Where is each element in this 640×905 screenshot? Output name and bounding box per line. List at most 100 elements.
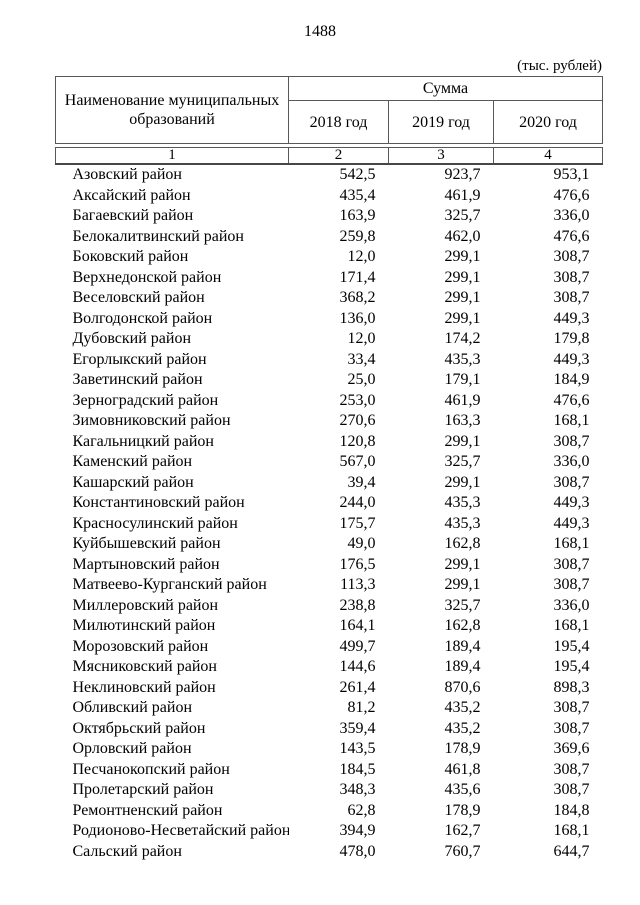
value-2020-cell: 308,7	[553, 268, 590, 286]
district-name-cell: Аксайский район	[72, 186, 191, 204]
district-name-cell: Родионово-Несветайский район	[72, 822, 289, 839]
table-row: Родионово-Несветайский район 394,9 162,7 16…	[56, 821, 603, 842]
value-2019-cell: 299,1	[444, 473, 481, 491]
table-row: Багаевский район 163,9 325,7 336,0	[56, 206, 603, 227]
value-2018-cell: 144,6	[339, 658, 376, 675]
district-name-cell: Матвеево-Курганский район	[72, 576, 267, 593]
value-2020-cell: 179,8	[553, 330, 590, 347]
table-row: Мясниковский район 144,6 189,4 195,4	[56, 657, 603, 678]
value-2018-cell: 136,0	[339, 309, 376, 327]
district-name-cell: Дубовский район	[72, 330, 192, 347]
value-2019-cell: 325,7	[444, 453, 481, 470]
column-number-1: 1	[55, 147, 289, 165]
value-2018-cell: 244,0	[339, 494, 376, 511]
value-2019-cell: 325,7	[444, 596, 481, 614]
header-year-2018: 2018 год	[288, 100, 389, 144]
value-2019-cell: 299,1	[444, 248, 481, 265]
table-row: Орловский район 143,5 178,9 369,6	[56, 739, 603, 760]
district-name-cell: Волгодонской район	[72, 309, 213, 327]
value-2018-cell: 435,4	[339, 186, 376, 204]
value-2019-cell: 299,1	[444, 432, 481, 450]
district-name-cell: Неклиновский район	[72, 678, 216, 696]
district-name-cell: Ремонтненский район	[72, 801, 223, 819]
value-2019-cell: 299,1	[444, 309, 481, 327]
header-row-years: 2018 год 2019 год 2020 год	[56, 100, 603, 144]
district-name-cell: Азовский район	[72, 166, 182, 183]
value-2020-cell: 449,3	[553, 309, 590, 327]
district-name-cell: Мясниковский район	[72, 658, 217, 675]
value-2020-cell: 308,7	[553, 719, 590, 737]
district-name-cell: Веселовский район	[72, 289, 205, 306]
value-2019-cell: 189,4	[444, 658, 481, 675]
value-2020-cell: 476,6	[553, 391, 590, 409]
value-2020-cell: 308,7	[553, 289, 590, 306]
value-2019-cell: 299,1	[444, 268, 481, 286]
table-row: Песчанокопский район 184,5 461,8 308,7	[56, 760, 603, 781]
value-2018-cell: 12,0	[347, 248, 376, 265]
value-2019-cell: 435,3	[444, 494, 481, 511]
value-2018-cell: 81,2	[347, 699, 376, 716]
value-2018-cell: 171,4	[339, 268, 376, 286]
value-2018-cell: 62,8	[347, 801, 376, 819]
district-name-cell: Кагальницкий район	[72, 432, 214, 450]
table-body: Азовский район 542,5 923,7 953,1 Аксайский р…	[56, 164, 603, 862]
table-row: Куйбышевский район 49,0 162,8 168,1	[56, 534, 603, 555]
value-2018-cell: 394,9	[339, 822, 376, 839]
value-2019-cell: 179,1	[444, 371, 481, 388]
district-name-cell: Егорлыкский район	[72, 350, 207, 368]
value-2018-cell: 261,4	[339, 678, 376, 696]
value-2020-cell: 953,1	[553, 166, 590, 183]
value-2020-cell: 369,6	[553, 740, 590, 757]
value-2018-cell: 12,0	[347, 330, 376, 347]
district-name-cell: Морозовский район	[72, 637, 209, 655]
value-2019-cell: 435,2	[444, 719, 481, 737]
value-2019-cell: 462,0	[444, 227, 481, 245]
table-row: Зимовниковский район 270,6 163,3 168,1	[56, 411, 603, 432]
value-2020-cell: 336,0	[553, 453, 590, 470]
value-2019-cell: 299,1	[444, 555, 481, 573]
value-2018-cell: 253,0	[339, 391, 376, 409]
value-2020-cell: 168,1	[553, 822, 590, 839]
value-2019-cell: 923,7	[444, 166, 481, 183]
value-2020-cell: 308,7	[553, 555, 590, 573]
value-2018-cell: 542,5	[339, 166, 376, 183]
district-name-cell: Боковский район	[72, 248, 189, 265]
value-2018-cell: 567,0	[339, 453, 376, 470]
value-2020-cell: 308,7	[553, 760, 590, 778]
value-2019-cell: 435,3	[444, 514, 481, 532]
column-number-2: 2	[288, 147, 389, 165]
value-2018-cell: 368,2	[339, 289, 376, 306]
value-2020-cell: 336,0	[553, 207, 590, 224]
district-name-cell: Пролетарский район	[72, 781, 214, 798]
value-2020-cell: 476,6	[553, 227, 590, 245]
value-2020-cell: 476,6	[553, 186, 590, 204]
budget-table: Наименование муниципальных образований С…	[55, 76, 603, 862]
district-name-cell: Песчанокопский район	[72, 760, 230, 778]
table-row: Красносулинский район 175,7 435,3 449,3	[56, 514, 603, 535]
district-name-cell: Константиновский район	[72, 494, 245, 511]
district-name-cell: Кашарский район	[72, 473, 194, 491]
table-row: Кашарский район 39,4 299,1 308,7	[56, 473, 603, 494]
value-2019-cell: 435,3	[444, 350, 481, 368]
value-2020-cell: 168,1	[553, 412, 590, 429]
header-row-sum: Наименование муниципальных образований С…	[55, 76, 603, 144]
value-2019-cell: 461,9	[444, 186, 481, 204]
value-2018-cell: 348,3	[339, 781, 376, 798]
value-2020-cell: 168,1	[553, 617, 590, 634]
district-name-cell: Багаевский район	[72, 207, 194, 224]
value-2020-cell: 898,3	[553, 678, 590, 696]
value-2018-cell: 499,7	[339, 637, 376, 655]
value-2019-cell: 299,1	[444, 576, 481, 593]
value-2019-cell: 174,2	[444, 330, 481, 347]
value-2019-cell: 162,8	[444, 535, 481, 552]
value-2018-cell: 164,1	[339, 617, 376, 634]
value-2019-cell: 435,6	[444, 781, 481, 798]
value-2020-cell: 449,3	[553, 514, 590, 532]
value-2020-cell: 336,0	[553, 596, 590, 614]
table-row: Миллеровский район 238,8 325,7 336,0	[56, 596, 603, 617]
district-name-cell: Орловский район	[72, 740, 192, 757]
table-row: Сальский район 478,0 760,7 644,7	[56, 842, 603, 863]
table-row: Веселовский район 368,2 299,1 308,7	[56, 288, 603, 309]
value-2018-cell: 25,0	[347, 371, 376, 388]
